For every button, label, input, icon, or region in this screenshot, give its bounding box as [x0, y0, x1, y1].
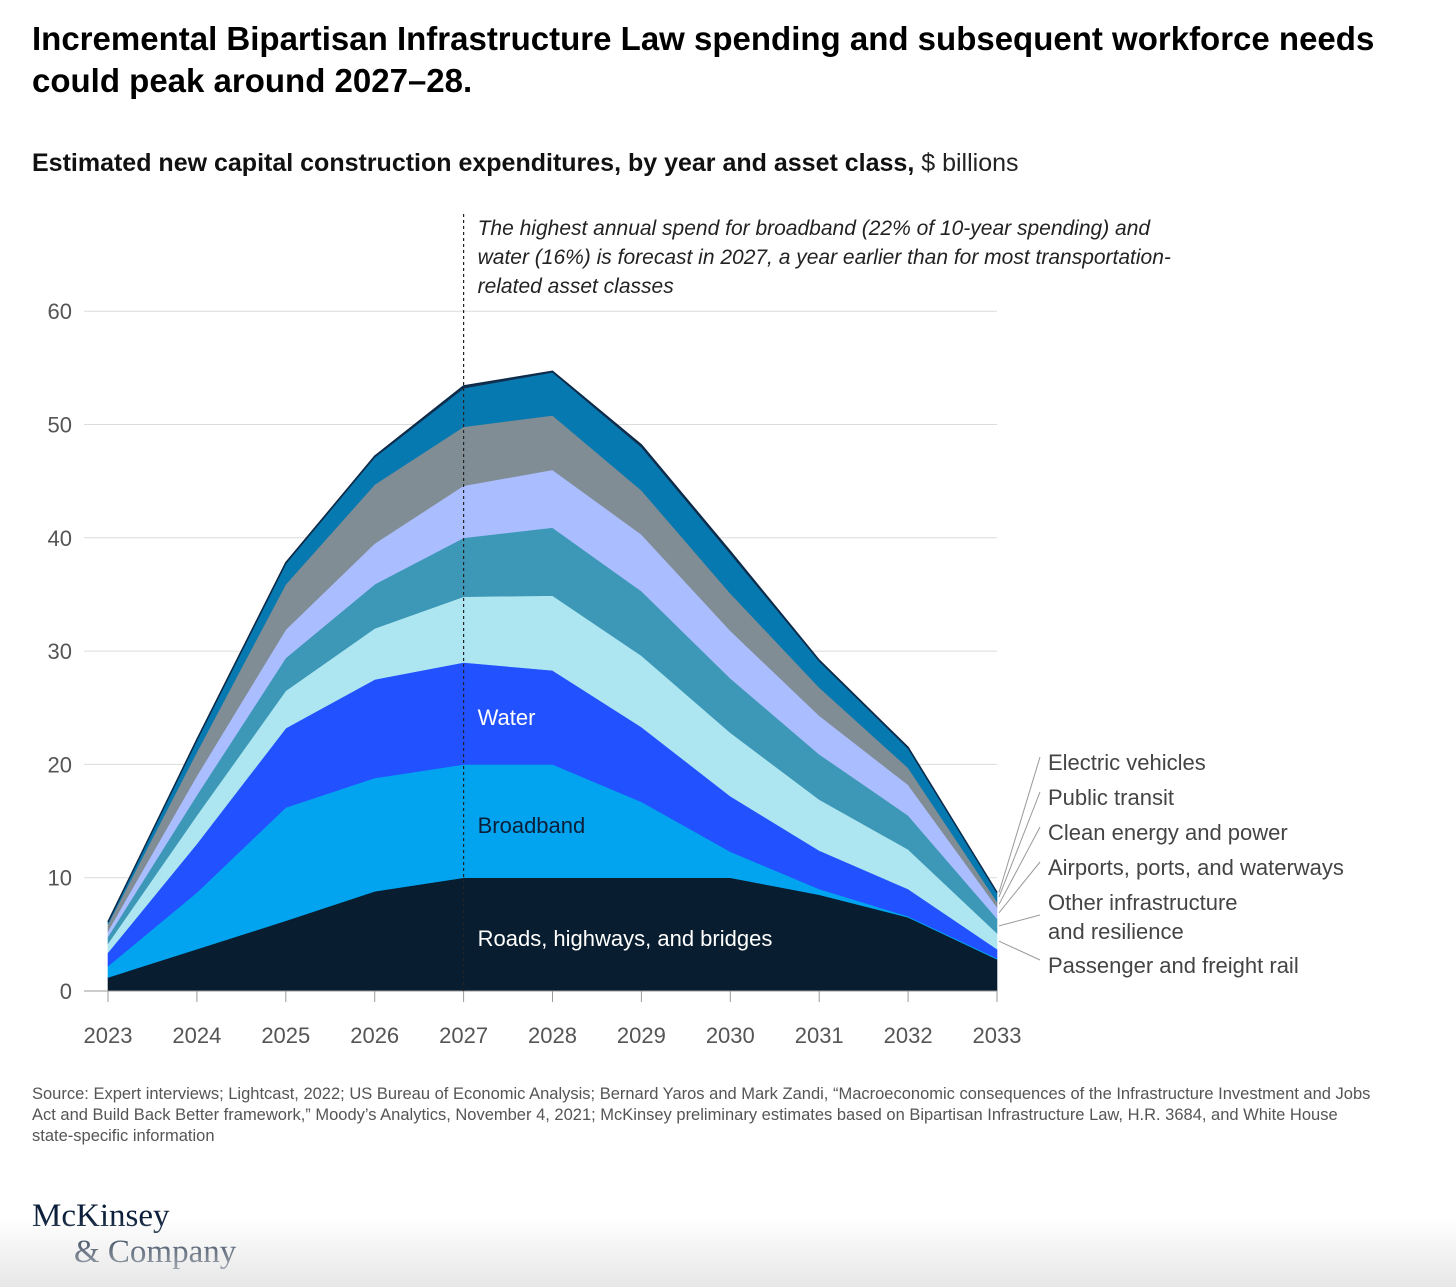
y-tick-label: 50 [48, 413, 72, 438]
x-tick-label: 2030 [706, 1023, 755, 1048]
side-label: Public transit [1048, 785, 1174, 810]
x-tick-label: 2032 [884, 1023, 933, 1048]
side-label: Electric vehicles [1048, 750, 1206, 775]
annotation: The highest annual spend for broadband (… [463, 214, 1171, 991]
side-label: Airports, ports, and waterways [1048, 855, 1344, 880]
x-tick-label: 2029 [617, 1023, 666, 1048]
x-tick-label: 2033 [973, 1023, 1022, 1048]
leader-line [998, 861, 1041, 914]
x-tick-label: 2025 [261, 1023, 310, 1048]
leader-line [998, 940, 1041, 961]
side-label: Clean energy and power [1048, 820, 1288, 845]
source-note: Source: Expert interviews; Lightcast, 20… [32, 1085, 1371, 1145]
logo-line-2: & Company [74, 1234, 237, 1270]
logo-line-1: McKinsey [32, 1198, 170, 1234]
x-tick-label: 2027 [439, 1023, 488, 1048]
stack-outline [107, 370, 998, 923]
y-tick-label: 0 [60, 979, 72, 1004]
side-label: Passenger and freight rail [1048, 953, 1299, 978]
x-tick-label: 2024 [172, 1023, 221, 1048]
annotation-text-line: related asset classes [478, 275, 675, 298]
x-tick-label: 2031 [795, 1023, 844, 1048]
inline-label-roads-highways-and-bridges: Roads, highways, and bridges [478, 926, 773, 951]
inline-label-broadband: Broadband [478, 813, 586, 838]
chart-subtitle-unit: $ billions [921, 149, 1019, 177]
annotation-text-line: The highest annual spend for broadband (… [478, 217, 1152, 240]
annotation-text-line: water (16%) is forecast in 2027, a year … [478, 246, 1171, 269]
leader-line [998, 756, 1041, 893]
y-tick-label: 60 [48, 299, 72, 324]
y-tick-label: 40 [48, 526, 72, 551]
y-tick-label: 10 [48, 866, 72, 891]
y-tick-label: 20 [48, 752, 72, 777]
series-labels: Water Broadband Roads, highways, and bridg… [478, 705, 1344, 978]
x-tick-label: 2026 [350, 1023, 399, 1048]
x-tick-label: 2023 [84, 1023, 133, 1048]
inline-label-water: Water [478, 705, 536, 730]
chart-subtitle-text: Estimated new capital construction expen… [32, 149, 915, 177]
mckinsey-logo: McKinsey & Company [32, 1198, 236, 1270]
side-label-line-2: and resilience [1048, 919, 1184, 944]
leader-line [998, 826, 1041, 905]
side-label: Other infrastructure [1048, 890, 1238, 915]
x-tick-label: 2028 [528, 1023, 577, 1048]
y-tick-label: 30 [48, 639, 72, 664]
chart-headline: Incremental Bipartisan Infrastructure La… [32, 20, 1375, 99]
leader-line [998, 791, 1041, 898]
chart-subtitle: Estimated new capital construction expen… [32, 146, 1412, 180]
area-series [107, 370, 998, 992]
leader-line [998, 914, 1041, 927]
